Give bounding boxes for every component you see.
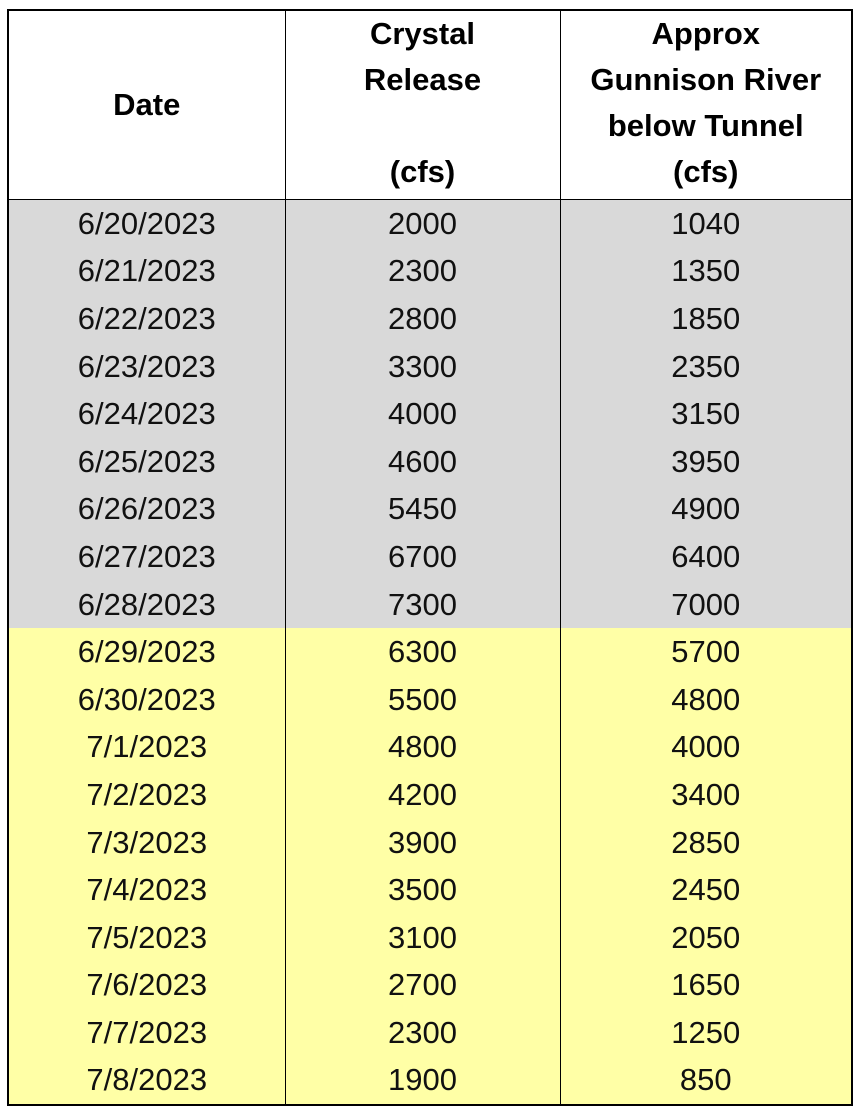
table-row: 7/4/2023 3500 2450 bbox=[8, 866, 852, 914]
cell-gunnison: 3400 bbox=[559, 771, 852, 819]
cell-crystal: 5450 bbox=[284, 485, 560, 534]
cell-crystal: 2000 bbox=[284, 199, 560, 248]
cell-date: 7/8/2023 bbox=[8, 1056, 285, 1106]
cell-gunnison: 1350 bbox=[559, 247, 852, 296]
cell-gunnison: 1040 bbox=[559, 199, 852, 248]
cell-crystal: 6700 bbox=[284, 533, 560, 581]
cell-gunnison: 4800 bbox=[559, 675, 852, 724]
cell-gunnison: 1650 bbox=[559, 961, 852, 1010]
cell-crystal: 2300 bbox=[284, 1009, 560, 1057]
cell-crystal: 5500 bbox=[284, 675, 560, 724]
table-row: 6/23/2023 3300 2350 bbox=[8, 342, 852, 391]
table-row: 7/2/2023 4200 3400 bbox=[8, 771, 852, 819]
cell-gunnison: 5700 bbox=[559, 628, 852, 676]
cell-gunnison: 6400 bbox=[559, 533, 852, 581]
cell-crystal: 3100 bbox=[284, 913, 560, 962]
cell-date: 6/26/2023 bbox=[8, 485, 285, 534]
cell-date: 6/21/2023 bbox=[8, 247, 285, 296]
cell-gunnison: 2050 bbox=[559, 913, 852, 962]
cell-crystal: 4800 bbox=[284, 723, 560, 772]
cell-date: 7/3/2023 bbox=[8, 818, 285, 867]
header-line: Release bbox=[363, 62, 482, 97]
cell-date: 6/20/2023 bbox=[8, 199, 285, 248]
header-line: Crystal bbox=[369, 16, 476, 51]
cell-crystal: 3500 bbox=[284, 866, 560, 914]
cell-date: 6/24/2023 bbox=[8, 390, 285, 438]
cell-gunnison: 7000 bbox=[559, 580, 852, 629]
release-schedule-table: Date Crystal Release (cfs) Approx Gunnis… bbox=[7, 9, 853, 1107]
cell-gunnison: 2450 bbox=[559, 866, 852, 914]
table-row: 6/20/2023 2000 1040 bbox=[8, 199, 852, 248]
table-row: 6/28/2023 7300 7000 bbox=[8, 580, 852, 629]
table-row: 6/24/2023 4000 3150 bbox=[8, 390, 852, 438]
table-row: 6/22/2023 2800 1850 bbox=[8, 295, 852, 343]
cell-gunnison: 4000 bbox=[559, 723, 852, 772]
cell-crystal: 7300 bbox=[284, 580, 560, 629]
cell-crystal: 4000 bbox=[284, 390, 560, 438]
cell-gunnison: 3950 bbox=[559, 437, 852, 486]
table-row: 7/6/2023 2700 1650 bbox=[8, 961, 852, 1010]
header-line: below Tunnel bbox=[607, 108, 804, 143]
cell-date: 6/27/2023 bbox=[8, 533, 285, 581]
cell-crystal: 2700 bbox=[284, 961, 560, 1010]
table-body: 6/20/2023 2000 1040 6/21/2023 2300 1350 6/22/2… bbox=[8, 199, 852, 1106]
cell-date: 6/23/2023 bbox=[8, 342, 285, 391]
table-row: 7/3/2023 3900 2850 bbox=[8, 818, 852, 867]
table-row: 7/7/2023 2300 1250 bbox=[8, 1009, 852, 1057]
cell-crystal: 2300 bbox=[284, 247, 560, 296]
header-crystal-release: Crystal Release (cfs) bbox=[284, 10, 560, 200]
cell-date: 7/2/2023 bbox=[8, 771, 285, 819]
cell-date: 6/30/2023 bbox=[8, 675, 285, 724]
table-row: 6/29/2023 6300 5700 bbox=[8, 628, 852, 676]
header-unit: (cfs) bbox=[389, 154, 456, 189]
cell-crystal: 1900 bbox=[284, 1056, 560, 1106]
cell-crystal: 4200 bbox=[284, 771, 560, 819]
cell-gunnison: 1250 bbox=[559, 1009, 852, 1057]
header-spacer bbox=[286, 103, 560, 149]
table-row: 6/26/2023 5450 4900 bbox=[8, 485, 852, 534]
table-row: 6/21/2023 2300 1350 bbox=[8, 247, 852, 296]
cell-gunnison: 850 bbox=[559, 1056, 852, 1106]
header-line: Approx bbox=[651, 16, 761, 51]
cell-crystal: 4600 bbox=[284, 437, 560, 486]
header-date: Date bbox=[8, 10, 285, 200]
cell-date: 6/25/2023 bbox=[8, 437, 285, 486]
header-date-label: Date bbox=[113, 87, 181, 122]
cell-crystal: 3900 bbox=[284, 818, 560, 867]
header-row: Date Crystal Release (cfs) Approx Gunnis… bbox=[8, 10, 852, 200]
cell-date: 7/5/2023 bbox=[8, 913, 285, 962]
cell-date: 6/22/2023 bbox=[8, 295, 285, 343]
cell-gunnison: 4900 bbox=[559, 485, 852, 534]
table-row: 6/30/2023 5500 4800 bbox=[8, 675, 852, 724]
header-unit: (cfs) bbox=[673, 154, 739, 189]
cell-gunnison: 1850 bbox=[559, 295, 852, 343]
cell-date: 7/6/2023 bbox=[8, 961, 285, 1010]
cell-date: 6/29/2023 bbox=[8, 628, 285, 676]
cell-date: 7/4/2023 bbox=[8, 866, 285, 914]
cell-date: 6/28/2023 bbox=[8, 580, 285, 629]
cell-gunnison: 2850 bbox=[559, 818, 852, 867]
header-gunnison-river: Approx Gunnison River below Tunnel (cfs) bbox=[559, 10, 852, 200]
cell-date: 7/7/2023 bbox=[8, 1009, 285, 1057]
cell-gunnison: 3150 bbox=[559, 390, 852, 438]
table-row: 6/25/2023 4600 3950 bbox=[8, 437, 852, 486]
cell-gunnison: 2350 bbox=[559, 342, 852, 391]
table-row: 7/8/2023 1900 850 bbox=[8, 1056, 852, 1106]
cell-crystal: 3300 bbox=[284, 342, 560, 391]
table-row: 7/5/2023 3100 2050 bbox=[8, 913, 852, 962]
cell-crystal: 2800 bbox=[284, 295, 560, 343]
cell-crystal: 6300 bbox=[284, 628, 560, 676]
header-line: Gunnison River bbox=[590, 62, 822, 97]
cell-date: 7/1/2023 bbox=[8, 723, 285, 772]
table-row: 7/1/2023 4800 4000 bbox=[8, 723, 852, 772]
table-row: 6/27/2023 6700 6400 bbox=[8, 533, 852, 581]
